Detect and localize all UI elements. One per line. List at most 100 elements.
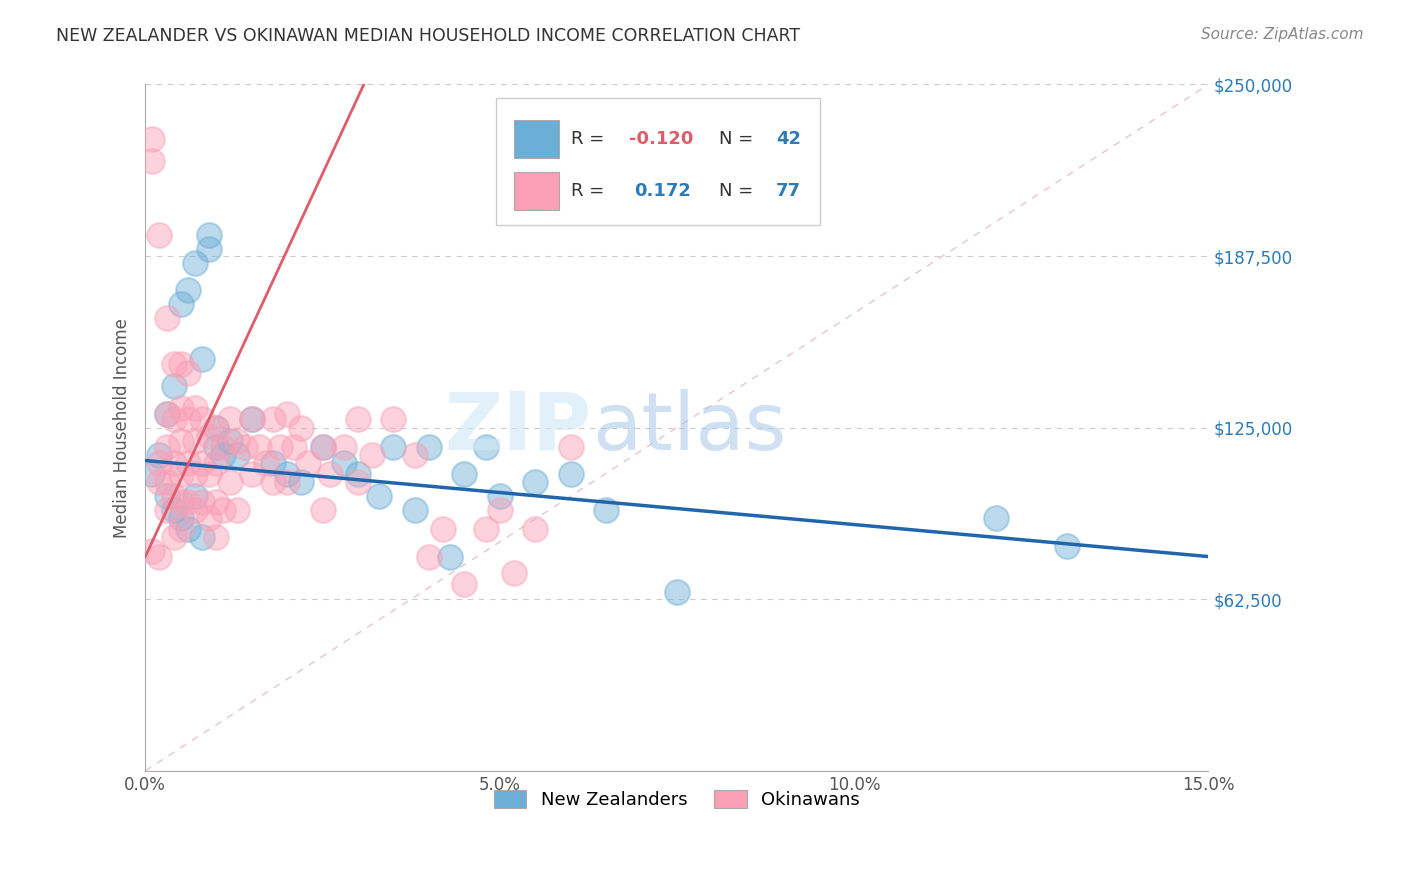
Point xyxy=(439,549,461,564)
Point xyxy=(560,467,582,482)
Point xyxy=(205,530,228,544)
Point xyxy=(170,511,193,525)
Point xyxy=(488,489,510,503)
Text: Source: ZipAtlas.com: Source: ZipAtlas.com xyxy=(1201,27,1364,42)
Point xyxy=(163,412,186,426)
Point xyxy=(332,440,354,454)
Point xyxy=(404,448,426,462)
Point xyxy=(191,351,214,366)
Point xyxy=(453,577,475,591)
Point xyxy=(276,407,298,421)
Point xyxy=(502,566,524,580)
Point xyxy=(453,467,475,482)
Point xyxy=(184,489,207,503)
Point xyxy=(488,503,510,517)
Legend: New Zealanders, Okinawans: New Zealanders, Okinawans xyxy=(479,775,875,823)
Point xyxy=(432,522,454,536)
Point xyxy=(163,358,186,372)
Point xyxy=(163,456,186,470)
Point xyxy=(177,456,200,470)
Text: ZIP: ZIP xyxy=(444,389,592,467)
Point xyxy=(148,475,170,490)
Point xyxy=(141,544,163,558)
Point xyxy=(290,475,312,490)
Point xyxy=(240,412,263,426)
Point xyxy=(382,412,405,426)
Point xyxy=(155,407,177,421)
Point xyxy=(262,456,284,470)
Text: R =: R = xyxy=(571,182,616,200)
Point xyxy=(184,467,207,482)
Point xyxy=(191,494,214,508)
Point xyxy=(226,448,249,462)
Point xyxy=(219,475,242,490)
Point xyxy=(212,448,235,462)
Point xyxy=(155,310,177,325)
Text: -0.120: -0.120 xyxy=(628,130,693,148)
Point xyxy=(148,448,170,462)
Point xyxy=(311,503,333,517)
Text: 42: 42 xyxy=(776,130,801,148)
Point xyxy=(226,503,249,517)
Point xyxy=(177,366,200,380)
Text: NEW ZEALANDER VS OKINAWAN MEDIAN HOUSEHOLD INCOME CORRELATION CHART: NEW ZEALANDER VS OKINAWAN MEDIAN HOUSEHO… xyxy=(56,27,800,45)
Point xyxy=(198,429,221,443)
Text: N =: N = xyxy=(720,130,759,148)
FancyBboxPatch shape xyxy=(515,172,558,210)
Point xyxy=(361,448,384,462)
Point xyxy=(148,456,170,470)
Point xyxy=(368,489,391,503)
Point xyxy=(184,434,207,449)
Point xyxy=(332,456,354,470)
Point xyxy=(283,440,305,454)
Point xyxy=(205,456,228,470)
Point xyxy=(184,401,207,416)
Point xyxy=(219,434,242,449)
Point xyxy=(262,412,284,426)
Point xyxy=(665,585,688,599)
Point xyxy=(474,522,496,536)
Text: N =: N = xyxy=(720,182,759,200)
Point xyxy=(163,379,186,393)
Point xyxy=(155,440,177,454)
Point xyxy=(984,511,1007,525)
Point xyxy=(404,503,426,517)
Point xyxy=(233,440,256,454)
Point xyxy=(560,440,582,454)
Point xyxy=(240,412,263,426)
Point xyxy=(474,440,496,454)
Point xyxy=(240,467,263,482)
Point xyxy=(170,297,193,311)
Point xyxy=(262,475,284,490)
Point xyxy=(184,256,207,270)
Y-axis label: Median Household Income: Median Household Income xyxy=(114,318,131,538)
Point xyxy=(148,228,170,243)
Point xyxy=(247,440,270,454)
Point xyxy=(177,412,200,426)
Point xyxy=(148,549,170,564)
Point xyxy=(170,401,193,416)
Point xyxy=(163,530,186,544)
Point xyxy=(269,440,291,454)
Text: 0.172: 0.172 xyxy=(634,182,692,200)
Point xyxy=(276,467,298,482)
Point xyxy=(318,467,340,482)
Point xyxy=(155,503,177,517)
Point xyxy=(155,489,177,503)
Point xyxy=(141,467,163,482)
Point xyxy=(198,467,221,482)
Point xyxy=(219,412,242,426)
Point xyxy=(177,494,200,508)
Text: 77: 77 xyxy=(776,182,801,200)
Point xyxy=(155,407,177,421)
Point xyxy=(170,358,193,372)
Point xyxy=(290,420,312,434)
FancyBboxPatch shape xyxy=(496,98,821,225)
Point xyxy=(141,154,163,169)
Point xyxy=(382,440,405,454)
Point xyxy=(212,440,235,454)
Point xyxy=(191,412,214,426)
Point xyxy=(347,412,370,426)
Point xyxy=(418,440,440,454)
Point xyxy=(170,467,193,482)
